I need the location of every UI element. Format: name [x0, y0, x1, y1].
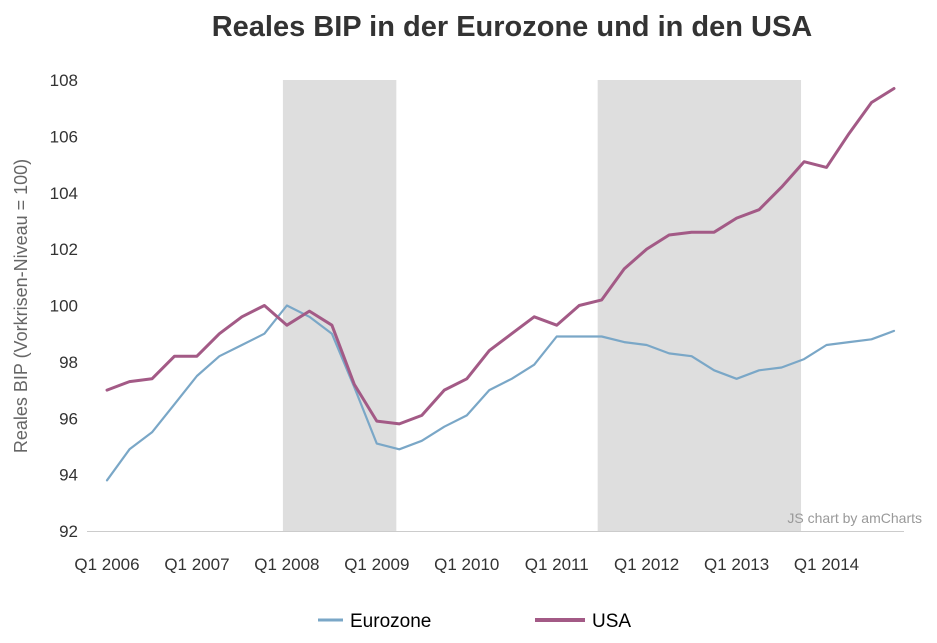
legend-item-eurozone[interactable]: Eurozone: [318, 611, 431, 632]
shaded-period-1: [282, 80, 397, 531]
x-tick-label: Q1 2013: [704, 555, 769, 574]
x-tick-label: Q1 2011: [525, 555, 589, 574]
y-axis-label: Reales BIP (Vorkrisen-Niveau = 100): [11, 159, 31, 453]
legend-label-usa: USA: [592, 611, 631, 632]
shaded-period-2: [597, 80, 802, 531]
x-tick-label: Q1 2012: [614, 555, 679, 574]
legend: Eurozone USA: [318, 611, 631, 632]
series-line-eurozone[interactable]: [105, 304, 896, 482]
series-lines: [105, 87, 896, 482]
y-tick-label: 96: [59, 409, 78, 428]
x-tick-label: Q1 2009: [344, 555, 409, 574]
chart-credit: JS chart by amCharts: [787, 510, 922, 526]
x-tick-label: Q1 2007: [164, 555, 229, 574]
y-tick-label: 108: [50, 71, 78, 90]
legend-label-eurozone: Eurozone: [350, 611, 431, 632]
x-tick-label: Q1 2010: [434, 555, 499, 574]
chart-title: Reales BIP in der Eurozone und in den US…: [212, 11, 813, 43]
y-tick-label: 94: [59, 466, 78, 485]
y-tick-label: 102: [50, 240, 78, 259]
shaded-periods: [282, 80, 802, 531]
x-tick-label: Q1 2014: [794, 555, 859, 574]
x-tick-label: Q1 2006: [74, 555, 139, 574]
y-tick-label: 98: [59, 353, 78, 372]
tick-labels: 92 94 96 98 100 102 104 106 108 Q1 2006 Q1 2007 Q1 …: [50, 71, 860, 574]
series-line-usa[interactable]: [105, 87, 896, 426]
y-tick-label: 100: [50, 297, 78, 316]
y-tick-label: 104: [50, 184, 78, 203]
y-tick-label: 106: [50, 127, 78, 146]
legend-item-usa[interactable]: USA: [535, 611, 631, 632]
y-tick-label: 92: [59, 522, 78, 541]
x-tick-label: Q1 2008: [254, 555, 319, 574]
